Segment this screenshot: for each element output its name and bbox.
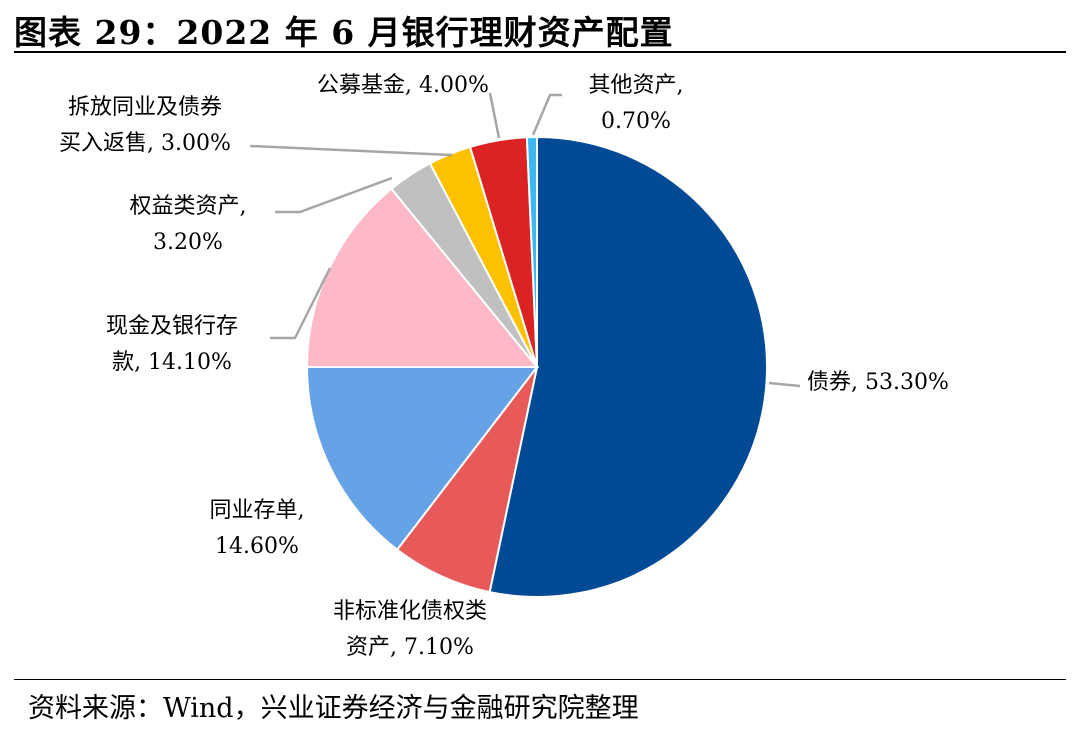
- pie-slice-1: [488, 135, 768, 598]
- slice-label-3: 同业存单, 14.60%: [210, 498, 305, 559]
- slice-label-line: 同业存单,: [210, 498, 305, 523]
- slice-label-line: 款, 14.10%: [112, 350, 232, 375]
- slice-label-line: 3.20%: [153, 230, 223, 255]
- slice-label-line: 公募基金, 4.00%: [317, 73, 489, 98]
- slice-label-8: 其他资产, 0.70%: [589, 73, 684, 134]
- slice-label-line: 非标准化债权类: [333, 599, 487, 624]
- slice-label-7: 公募基金, 4.00%: [317, 73, 489, 98]
- leader-line-1: [768, 381, 801, 388]
- leader-line-5: [275, 176, 393, 214]
- slice-label-5: 权益类资产, 3.20%: [130, 194, 247, 255]
- title-divider: [14, 51, 1066, 53]
- pie-slices: [305, 135, 768, 598]
- source-divider: [14, 679, 1066, 680]
- leader-lines: [249, 92, 801, 388]
- pie-slice-3: [305, 366, 540, 552]
- leader-line-6: [249, 144, 453, 157]
- slice-label-line: 权益类资产,: [130, 194, 247, 219]
- slice-label-1: 债券, 53.30%: [807, 370, 949, 395]
- slice-label-4: 现金及银行存款, 14.10%: [106, 314, 238, 375]
- leader-line-7: [488, 92, 501, 139]
- slice-label-line: 其他资产,: [589, 73, 684, 98]
- source-note: 资料来源：Wind，兴业证券经济与金融研究院整理: [28, 693, 639, 724]
- pie-slice-2: [395, 366, 538, 594]
- slice-label-line: 现金及银行存: [106, 314, 238, 339]
- leader-line-8: [531, 93, 562, 136]
- leader-line-4: [270, 267, 332, 340]
- slice-label-line: 拆放同业及债券: [68, 95, 222, 120]
- slice-label-line: 14.60%: [215, 534, 299, 559]
- pie-slice-8: [525, 135, 538, 368]
- slice-label-line: 买入返售, 3.00%: [59, 131, 231, 156]
- page-title: 图表 29：2022 年 6 月银行理财资产配置: [14, 13, 674, 52]
- slice-labels: 债券, 53.30% 非标准化债权类资产, 7.10% 同业存单, 14.60% 现金及…: [59, 73, 949, 660]
- slice-label-line: 0.70%: [601, 109, 671, 134]
- slice-label-2: 非标准化债权类资产, 7.10%: [333, 599, 487, 660]
- slice-label-6: 拆放同业及债券买入返售, 3.00%: [59, 95, 231, 156]
- slice-label-line: 债券, 53.30%: [807, 370, 949, 395]
- slice-label-line: 资产, 7.10%: [346, 635, 474, 660]
